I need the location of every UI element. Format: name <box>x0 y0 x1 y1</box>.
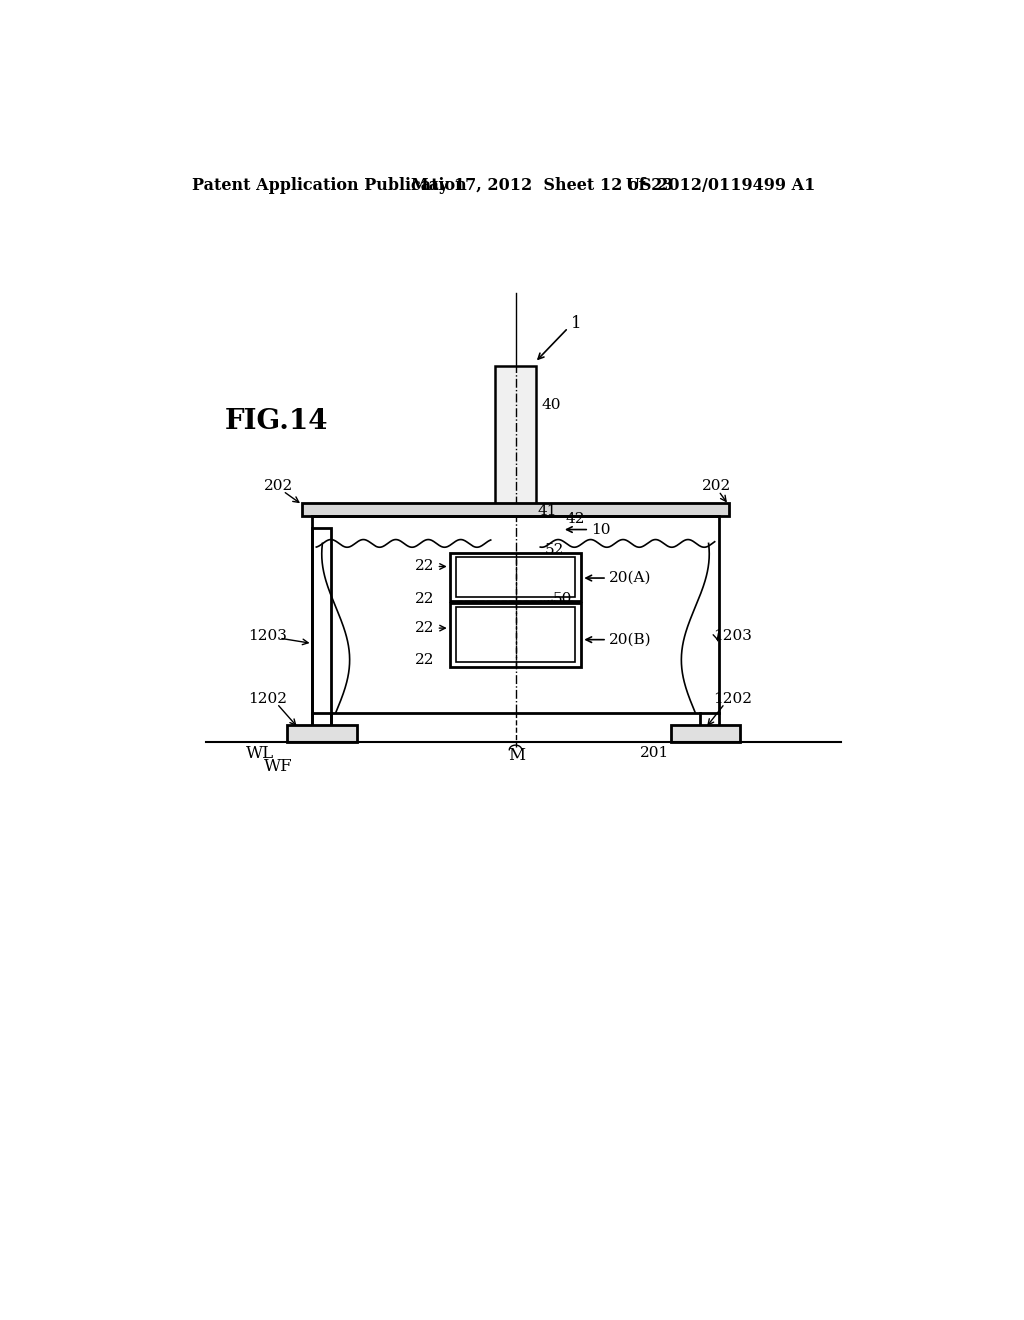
Text: 202: 202 <box>701 479 731 492</box>
Text: 1202: 1202 <box>713 692 752 706</box>
Text: 20(B): 20(B) <box>608 632 651 647</box>
Text: 42: 42 <box>566 512 586 525</box>
Text: 22: 22 <box>415 591 434 606</box>
Text: May 17, 2012  Sheet 12 of 23: May 17, 2012 Sheet 12 of 23 <box>411 177 673 194</box>
Text: 202: 202 <box>263 479 293 492</box>
Bar <box>671 725 740 742</box>
Bar <box>302 503 729 516</box>
Text: 1203: 1203 <box>248 628 287 643</box>
Text: 50: 50 <box>553 591 572 606</box>
Text: FIG.14: FIG.14 <box>225 408 329 436</box>
Text: 1202: 1202 <box>248 692 287 706</box>
Text: US 2012/0119499 A1: US 2012/0119499 A1 <box>627 177 816 194</box>
Bar <box>456 557 575 597</box>
Bar <box>450 553 582 601</box>
Bar <box>456 607 575 663</box>
Text: M: M <box>509 747 525 764</box>
Bar <box>450 603 582 667</box>
Text: 40: 40 <box>541 397 560 412</box>
Text: 22: 22 <box>415 653 434 668</box>
Bar <box>312 516 719 713</box>
Text: 41: 41 <box>538 504 557 517</box>
Text: Patent Application Publication: Patent Application Publication <box>193 177 467 194</box>
Text: 52: 52 <box>545 543 564 557</box>
Text: 10: 10 <box>592 523 611 536</box>
Text: 201: 201 <box>640 746 669 760</box>
Bar <box>312 528 331 742</box>
Text: 1203: 1203 <box>713 628 752 643</box>
Text: 22: 22 <box>415 560 434 573</box>
Text: 22: 22 <box>415 622 434 635</box>
Text: 20(A): 20(A) <box>608 572 651 585</box>
Bar <box>287 725 356 742</box>
Bar <box>495 367 537 506</box>
Text: WF: WF <box>263 758 293 775</box>
Text: 1: 1 <box>571 315 582 333</box>
Text: WL: WL <box>246 744 274 762</box>
